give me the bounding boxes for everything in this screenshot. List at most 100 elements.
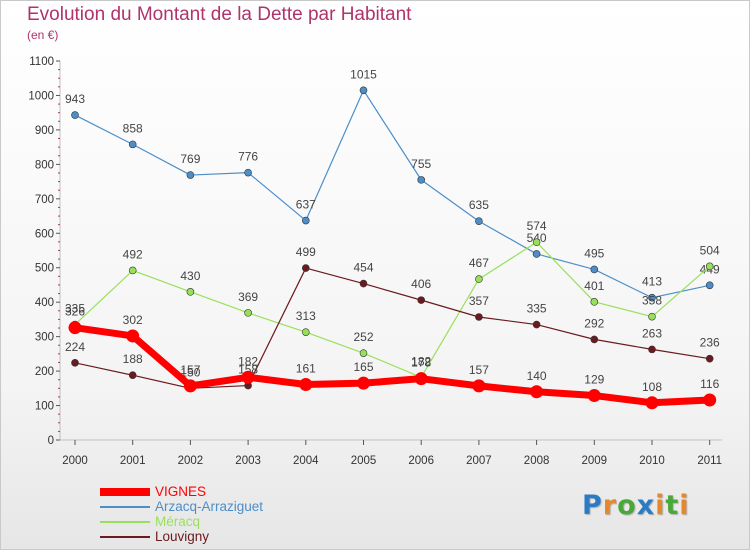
data-label-m-racq: 401: [584, 279, 604, 293]
legend-item-m-racq: Méracq: [100, 514, 263, 529]
data-label-m-racq: 492: [123, 247, 143, 261]
legend-item-louvigny: Louvigny: [100, 529, 263, 544]
x-tick-label: 2003: [235, 455, 261, 467]
data-point-arzacq-arraziguet: [71, 111, 79, 119]
data-point-arzacq-arraziguet: [648, 293, 656, 302]
data-label-m-racq: 504: [700, 243, 720, 257]
data-point-vignes: [183, 379, 197, 393]
data-label-louvigny: 292: [584, 316, 604, 330]
data-label-louvigny: 188: [123, 352, 143, 366]
y-tick-label: 200: [35, 366, 54, 378]
x-tick-label: 2001: [120, 455, 146, 467]
data-label-m-racq: 369: [238, 290, 258, 304]
data-label-vignes: 157: [469, 363, 489, 377]
series-line-vignes: [74, 324, 710, 407]
data-label-louvigny: 499: [296, 245, 316, 259]
logo-letter: t: [665, 490, 680, 521]
data-point-vignes: [472, 379, 486, 393]
data-label-louvigny: 150: [180, 365, 200, 379]
data-label-vignes: 140: [527, 369, 547, 383]
data-label-louvigny: 236: [700, 336, 720, 350]
data-label-arzacq-arraziguet: 637: [296, 198, 316, 212]
data-label-arzacq-arraziguet: 1015: [350, 67, 377, 81]
data-point-vignes: [68, 321, 82, 335]
y-tick-label: 300: [35, 332, 54, 344]
legend-swatch: [100, 520, 150, 523]
data-point-arzacq-arraziguet: [590, 265, 599, 274]
data-label-arzacq-arraziguet: 413: [642, 275, 662, 289]
y-tick-label: 700: [35, 194, 54, 206]
data-label-m-racq: 358: [642, 294, 662, 308]
logo-letter: P: [582, 490, 603, 521]
chart-legend: VIGNES Arzacq-Arraziguet Méracq Louvigny: [100, 484, 263, 544]
data-point-vignes: [414, 372, 428, 386]
data-label-arzacq-arraziguet: 776: [238, 150, 258, 164]
data-label-louvigny: 406: [411, 277, 431, 291]
data-point-m-racq: [301, 328, 310, 336]
data-label-louvigny: 335: [527, 302, 547, 316]
data-label-vignes: 182: [238, 354, 258, 368]
data-point-vignes: [299, 378, 313, 392]
data-label-arzacq-arraziguet: 943: [65, 92, 85, 106]
data-point-vignes: [703, 393, 717, 407]
legend-swatch: [100, 535, 150, 538]
data-label-louvigny: 263: [642, 326, 662, 340]
data-point-m-racq: [648, 312, 656, 321]
data-label-m-racq: 335: [65, 302, 85, 316]
data-point-louvigny: [301, 264, 310, 272]
data-point-arzacq-arraziguet: [186, 171, 195, 179]
data-label-vignes: 326: [65, 305, 85, 319]
x-tick-label: 2010: [639, 455, 665, 467]
data-point-arzacq-arraziguet: [301, 216, 310, 225]
logo-letter: o: [617, 490, 637, 521]
data-label-vignes: 116: [700, 377, 719, 391]
data-label-m-racq: 574: [527, 219, 547, 233]
data-label-m-racq: 467: [469, 256, 489, 270]
y-tick-label: 500: [35, 263, 54, 275]
legend-label: Arzacq-Arraziguet: [155, 499, 264, 514]
data-point-vignes: [645, 396, 659, 410]
y-tick-label: 1100: [29, 56, 54, 68]
x-tick-label: 2004: [293, 455, 319, 467]
data-point-m-racq: [590, 298, 599, 306]
chart-title: Evolution du Montant de la Dette par Hab…: [27, 4, 412, 25]
logo-letter: x: [636, 490, 656, 521]
data-label-arzacq-arraziguet: 495: [584, 246, 604, 260]
logo-letter: r: [602, 490, 618, 521]
data-label-vignes: 161: [296, 362, 316, 376]
data-point-louvigny: [590, 335, 599, 344]
data-point-vignes: [241, 370, 255, 384]
y-axis-unit: (en €): [27, 28, 59, 42]
data-point-louvigny: [648, 345, 656, 354]
data-point-vignes: [587, 389, 601, 403]
y-tick-label: 400: [35, 297, 54, 309]
y-tick-label: 900: [35, 125, 54, 137]
data-label-vignes: 302: [123, 313, 143, 327]
data-label-arzacq-arraziguet: 858: [123, 121, 143, 135]
data-point-arzacq-arraziguet: [128, 140, 137, 149]
legend-swatch: [100, 505, 150, 508]
x-tick-label: 2008: [524, 455, 550, 467]
series-line-arzacq-arraziguet: [74, 89, 710, 299]
legend-label: VIGNES: [155, 484, 207, 499]
data-point-m-racq: [359, 349, 368, 357]
data-label-m-racq: 182: [411, 354, 431, 368]
legend-label: Méracq: [155, 514, 201, 529]
data-label-vignes: 157: [180, 363, 200, 377]
data-label-vignes: 165: [353, 360, 373, 374]
data-point-m-racq: [532, 238, 541, 247]
y-tick-label: 600: [35, 228, 54, 240]
data-label-arzacq-arraziguet: 635: [469, 198, 489, 212]
data-point-vignes: [357, 376, 370, 390]
data-point-arzacq-arraziguet: [705, 281, 714, 290]
data-point-louvigny: [359, 279, 368, 288]
data-label-arzacq-arraziguet: 769: [180, 152, 200, 166]
data-point-m-racq: [186, 288, 195, 296]
data-label-louvigny: 357: [469, 294, 489, 308]
data-point-arzacq-arraziguet: [359, 86, 368, 95]
data-label-m-racq: 252: [353, 330, 373, 344]
data-point-louvigny: [475, 313, 483, 321]
y-tick-label: 0: [48, 435, 54, 447]
x-tick-label: 2005: [351, 455, 377, 467]
